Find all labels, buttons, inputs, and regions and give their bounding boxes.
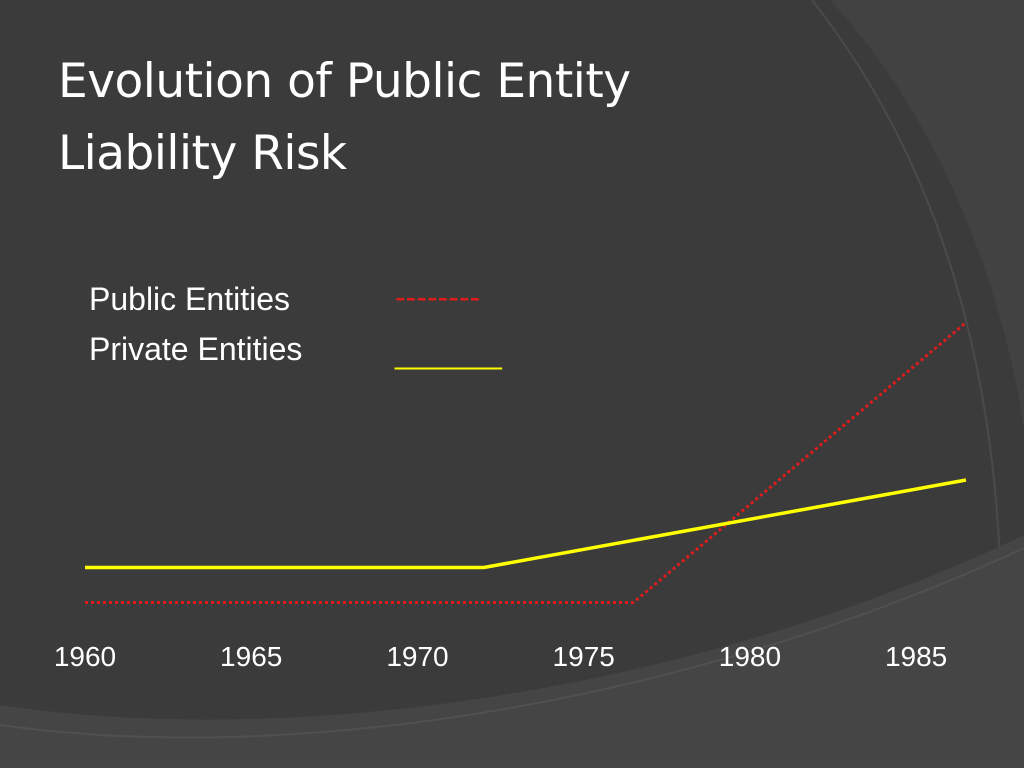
- series-line-public-entities: [85, 321, 967, 604]
- x-tick-label-1960: 1960: [54, 641, 116, 672]
- x-tick-label-1985: 1985: [885, 641, 947, 672]
- x-tick-label-1965: 1965: [220, 641, 282, 672]
- legend-public-entities-swatch: --------: [395, 279, 481, 315]
- x-tick-label-1970: 1970: [386, 641, 448, 672]
- page-title-line-2: Liability Risk: [58, 126, 347, 181]
- legend-private-entities-swatch: ______: [395, 334, 502, 370]
- x-tick-label-1975: 1975: [553, 641, 615, 672]
- legend-private-entities-label: Private Entities: [89, 331, 303, 367]
- legend-public-entities-label: Public Entities: [89, 281, 290, 317]
- x-tick-label-1980: 1980: [719, 641, 781, 672]
- series-line-private-entities: [85, 478, 967, 570]
- page-title-line-1: Evolution of Public Entity: [58, 54, 631, 109]
